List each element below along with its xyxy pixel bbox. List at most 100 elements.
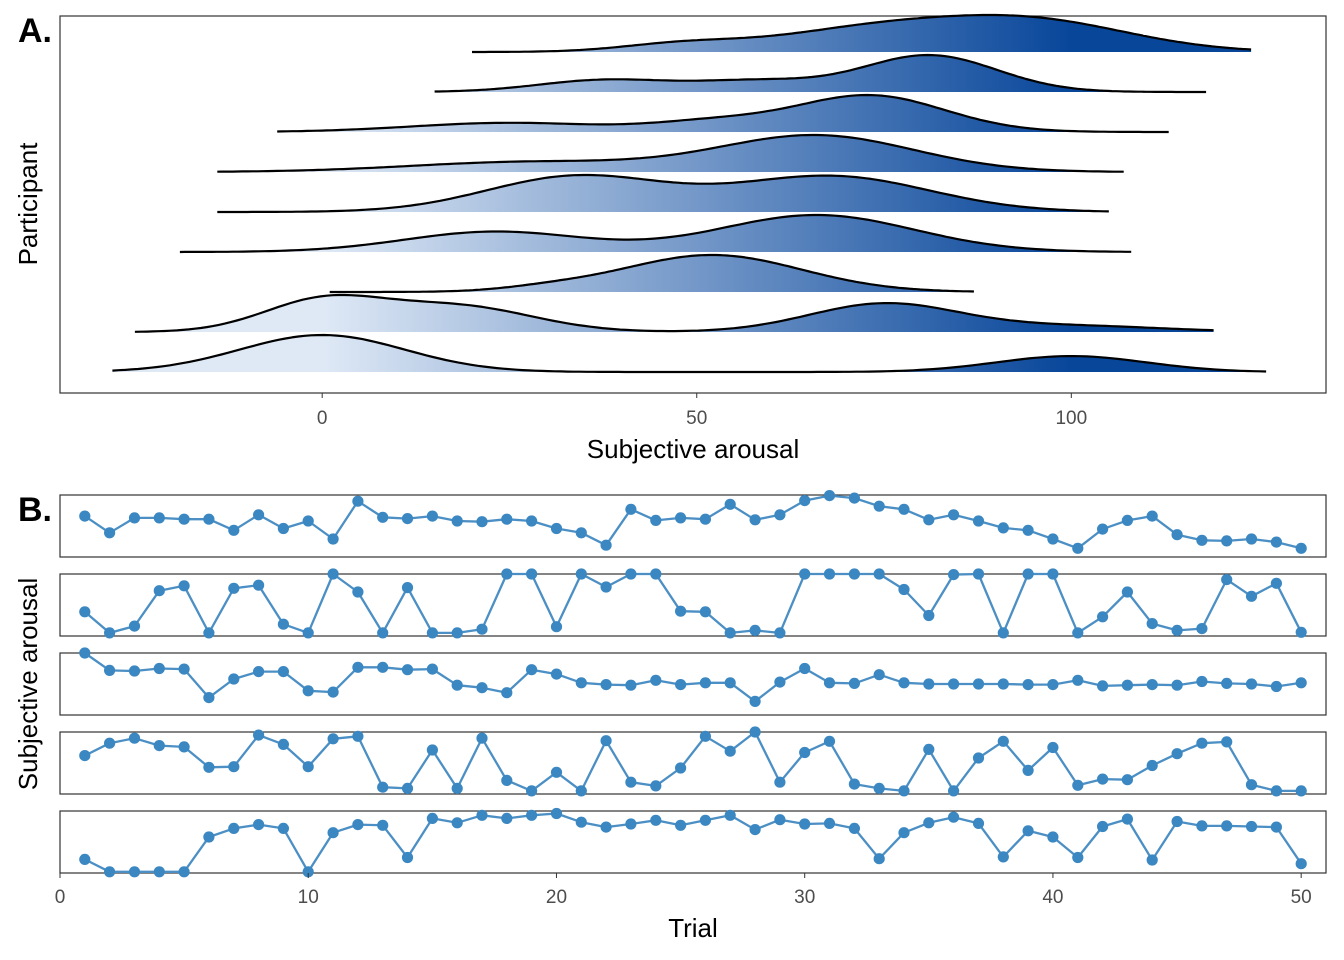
- data-point: [79, 606, 91, 618]
- x-tick-label: 0: [55, 887, 66, 908]
- data-point: [451, 782, 463, 795]
- data-point: [749, 514, 761, 526]
- data-point: [377, 781, 389, 793]
- data-point: [178, 866, 190, 878]
- data-point: [352, 661, 364, 673]
- x-tick-label: 10: [298, 887, 319, 908]
- data-point: [1121, 514, 1133, 527]
- data-point: [799, 495, 811, 507]
- data-point: [501, 774, 513, 787]
- data-point: [575, 677, 587, 689]
- data-point: [774, 627, 786, 639]
- ridge-density-8: [434, 53, 1207, 94]
- data-point: [650, 814, 662, 826]
- data-point: [823, 735, 836, 747]
- data-point: [823, 677, 836, 689]
- data-point: [526, 515, 538, 527]
- data-point: [749, 624, 761, 637]
- data-point: [675, 819, 687, 831]
- data-point: [873, 853, 885, 865]
- data-point: [550, 621, 563, 633]
- facet-1: [59, 490, 1327, 558]
- ridge-fill-5: [217, 175, 1109, 212]
- data-point: [203, 692, 215, 704]
- facet-frame: [59, 652, 1327, 716]
- data-point: [377, 661, 389, 673]
- data-point: [600, 821, 612, 833]
- data-point: [327, 533, 339, 545]
- data-point: [501, 513, 513, 525]
- facet-4: [59, 726, 1327, 797]
- data-point: [476, 682, 488, 694]
- data-point: [1295, 626, 1307, 638]
- data-point: [774, 676, 786, 688]
- data-point: [550, 522, 563, 535]
- data-point: [1270, 785, 1282, 797]
- data-point: [228, 761, 240, 773]
- data-point: [203, 627, 215, 639]
- data-point: [128, 665, 141, 677]
- data-point: [501, 812, 513, 825]
- data-point: [228, 673, 240, 685]
- ridge-density-4: [179, 213, 1132, 254]
- data-point: [153, 740, 165, 752]
- data-point: [377, 511, 389, 523]
- data-point: [1047, 679, 1059, 691]
- data-point: [79, 647, 91, 659]
- ridge-density-7: [277, 93, 1169, 134]
- x-tick-label: 30: [794, 887, 815, 908]
- data-point: [600, 735, 612, 747]
- ridge-layer: [112, 13, 1267, 374]
- data-point: [451, 817, 463, 829]
- x-tick-label: 50: [686, 408, 707, 429]
- panel-b-x-ticks: 0 10 20 30 40 50: [55, 873, 1312, 908]
- panel-a-frame: [59, 15, 1327, 394]
- data-point: [848, 778, 861, 790]
- data-point: [848, 677, 861, 690]
- data-point: [650, 674, 662, 686]
- data-point: [302, 627, 314, 639]
- data-point: [699, 677, 712, 689]
- data-point: [526, 568, 538, 580]
- data-point: [1295, 858, 1307, 870]
- series-line: [84, 652, 1302, 703]
- x-tick-label: 100: [1055, 408, 1087, 429]
- data-point: [1097, 523, 1109, 535]
- data-point: [277, 666, 289, 678]
- data-point: [575, 568, 587, 580]
- data-point: [128, 512, 141, 524]
- data-point: [228, 524, 240, 536]
- data-point: [550, 668, 563, 680]
- data-point: [774, 509, 786, 521]
- panel-a-y-axis-title: Participant: [13, 142, 43, 266]
- data-point: [898, 827, 910, 839]
- data-point: [104, 527, 116, 539]
- data-point: [972, 515, 985, 527]
- panel-a-tag: A.: [18, 12, 52, 50]
- data-point: [302, 515, 314, 527]
- data-point: [1146, 618, 1158, 630]
- data-point: [526, 664, 538, 676]
- data-point: [401, 513, 414, 525]
- data-point: [277, 822, 289, 835]
- data-point: [1221, 820, 1233, 832]
- data-point: [451, 515, 463, 527]
- data-point: [724, 745, 736, 757]
- data-point: [1171, 679, 1183, 691]
- data-point: [476, 516, 488, 528]
- data-point: [699, 513, 712, 525]
- panel-b-tag: B.: [18, 491, 52, 529]
- data-point: [128, 732, 141, 744]
- data-point: [253, 819, 265, 831]
- data-point: [1072, 627, 1084, 639]
- data-point: [203, 513, 215, 525]
- panel-b-x-axis-title: Trial: [668, 913, 718, 943]
- data-point: [104, 664, 116, 677]
- data-point: [1121, 813, 1133, 825]
- data-point: [153, 512, 165, 524]
- facet-frame: [59, 494, 1327, 558]
- data-point: [972, 678, 985, 690]
- data-point: [153, 866, 165, 878]
- ridge-density-6: [217, 133, 1124, 173]
- ridge-fill-2: [134, 295, 1214, 332]
